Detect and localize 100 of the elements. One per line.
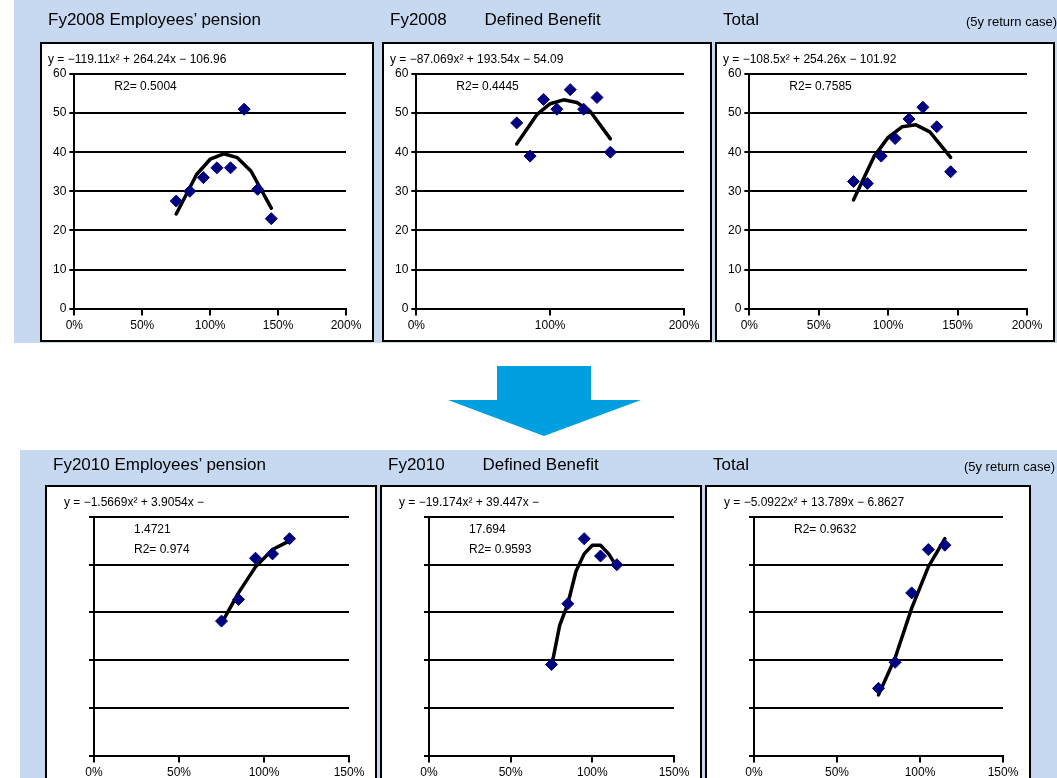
y-tick-label: 0	[734, 300, 742, 315]
point	[860, 176, 874, 190]
text: R2= 0.9632	[794, 522, 857, 537]
point	[169, 194, 183, 208]
x-tick-label: 200%	[668, 318, 700, 333]
point	[902, 112, 916, 126]
point	[550, 102, 564, 116]
point	[594, 549, 607, 563]
x-tick-label: 0%	[65, 318, 84, 333]
point	[872, 681, 885, 695]
point	[215, 614, 228, 628]
x-tick-label: 100%	[248, 765, 280, 778]
point	[938, 538, 952, 552]
point	[249, 551, 262, 565]
x-tick-label: 150%	[987, 765, 1019, 778]
point	[577, 102, 591, 116]
y-tick-label: 10	[52, 261, 67, 276]
y-tick-label: 30	[727, 183, 742, 198]
text: y = −19.174x² + 39.447x −	[399, 495, 540, 510]
y-tick-label: 20	[727, 222, 742, 237]
point	[874, 149, 888, 163]
x-tick-label: 100%	[194, 318, 226, 333]
x-tick-label: 150%	[333, 765, 365, 778]
point	[183, 184, 197, 198]
text: y = −1.5669x² + 3.9054x −	[64, 495, 205, 510]
y-tick-label: 20	[394, 222, 409, 237]
point	[561, 597, 575, 611]
text: y = −108.5x² + 254.26x − 101.92	[723, 52, 897, 67]
y-tick-label: 10	[394, 261, 409, 276]
point	[603, 145, 617, 159]
x-tick-label: 200%	[1011, 318, 1043, 333]
x-tick-label: 0%	[740, 318, 759, 333]
point	[930, 120, 944, 134]
text: y = −5.0922x² + 13.789x − 6.8627	[724, 495, 905, 510]
point	[610, 558, 624, 572]
point	[563, 83, 577, 97]
chart-subtitle: (5y return case)	[963, 459, 1055, 474]
y-tick-label: 60	[394, 66, 409, 81]
point	[536, 92, 550, 106]
point	[251, 182, 265, 196]
point	[888, 655, 902, 669]
point	[523, 149, 537, 163]
x-tick-label: 150%	[658, 765, 690, 778]
y-tick-label: 60	[52, 66, 67, 81]
x-tick-label: 100%	[872, 318, 904, 333]
y-tick-label: 50	[52, 105, 67, 120]
x-tick-label: 200%	[330, 318, 362, 333]
annotation: R2= 0.9593	[469, 542, 532, 557]
point	[888, 132, 902, 146]
y-tick-label: 0	[401, 300, 409, 315]
x-tick-label: 50%	[824, 765, 850, 778]
chart-title: Total	[723, 10, 759, 31]
y-tick-label: 50	[394, 105, 409, 120]
annotation: R2= 0.4445	[456, 79, 520, 94]
x-tick-label: 0%	[407, 318, 426, 333]
chart-subtitle: (5y return case)	[965, 14, 1057, 29]
chart-title: Fy2008 Employees’ pension	[48, 10, 261, 31]
y-tick-label: 0	[59, 300, 67, 315]
point	[916, 100, 930, 114]
x-tick-label: 50%	[498, 765, 523, 778]
x-tick-label: 0%	[85, 765, 103, 778]
point	[283, 532, 296, 546]
point	[577, 532, 591, 546]
annotation: R2= 0.5004	[114, 79, 178, 94]
point	[224, 161, 238, 175]
point	[232, 592, 245, 606]
text: y = −119.11x² + 264.24x − 106.96	[48, 52, 227, 67]
point	[846, 175, 860, 189]
y-tick-label: 40	[394, 144, 409, 159]
point	[944, 165, 958, 179]
text: y = −87.069x² + 193.54x − 54.09	[390, 52, 564, 67]
point	[921, 543, 935, 557]
y-tick-label: 10	[727, 261, 742, 276]
x-tick-label: 150%	[942, 318, 974, 333]
annotation: R2= 0.974	[134, 542, 191, 557]
point	[266, 547, 279, 561]
point	[590, 90, 604, 104]
annotation: R2= 0.7585	[789, 79, 853, 94]
y-tick-label: 50	[727, 105, 742, 120]
point	[210, 161, 224, 175]
point	[545, 658, 558, 671]
y-tick-label: 20	[52, 222, 67, 237]
x-tick-label: 150%	[262, 318, 294, 333]
chart-title: Total	[713, 455, 749, 476]
point	[196, 171, 210, 185]
x-tick-label: 0%	[745, 765, 763, 778]
y-tick-label: 30	[394, 183, 409, 198]
x-tick-label: 50%	[806, 318, 832, 333]
y-tick-label: 60	[727, 66, 742, 81]
chart-title: Fy2008 Defined Benefit	[390, 10, 601, 31]
x-tick-label: 50%	[130, 318, 155, 333]
chart-title: Fy2010 Employees’ pension	[53, 455, 266, 476]
point	[510, 116, 524, 130]
y-tick-label: 40	[52, 144, 67, 159]
chart-title: Fy2010 Defined Benefit	[388, 455, 599, 476]
x-tick-label: 100%	[904, 765, 936, 778]
y-tick-label: 30	[52, 183, 67, 198]
point	[264, 212, 278, 226]
text: 17.694	[469, 522, 507, 537]
x-tick-label: 0%	[420, 765, 438, 778]
